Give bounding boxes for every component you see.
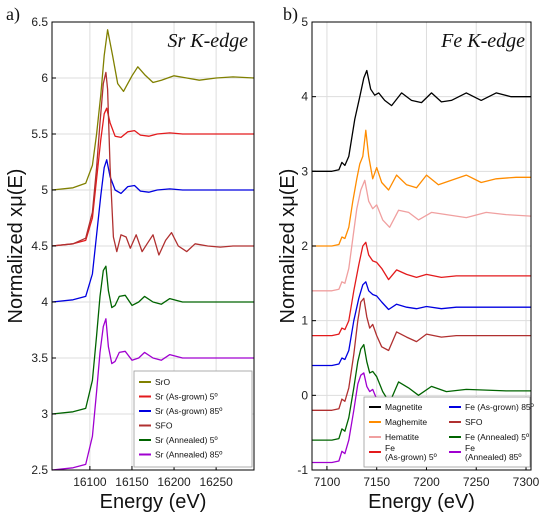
- legend-box: [363, 396, 531, 468]
- y-tick-label-6: 5.5: [31, 127, 48, 141]
- panel-title: Fe K-edge: [440, 30, 525, 52]
- panel-title: Sr K-edge: [167, 30, 248, 52]
- y-tick-label-4: 4.5: [31, 239, 48, 253]
- legend-label-4: Fe (As-grown) 85º: [465, 402, 534, 412]
- x-tick-label-0: 7100: [314, 475, 341, 489]
- y-tick-label-3: 2: [301, 239, 308, 253]
- legend-label-0: SrO: [155, 377, 171, 387]
- legend-label-4: Sr (Annealed) 5º: [155, 435, 218, 445]
- legend-label-6: Fe (Annealed) 5º: [465, 432, 529, 442]
- x-tick-label-1: 7150: [363, 475, 390, 489]
- series-line-1: [51, 107, 254, 247]
- y-tick-label-7: 6: [41, 71, 48, 85]
- y-tick-label-0: 2.5: [31, 463, 48, 477]
- x-tick-label-3: 7250: [463, 475, 490, 489]
- panel-b-fe-k-edge: 7100 7150 7200 7250 7300 -1 0 1 2 3 4 5 Energy (eV) N…: [277, 4, 540, 513]
- legend-label-3: SFO: [155, 421, 173, 431]
- legend: Magnetite Fe (As-grown) 85º Maghemite SFO He…: [363, 396, 534, 468]
- legend-box: [133, 370, 253, 468]
- legend-label-1: Maghemite: [385, 417, 427, 427]
- x-tick-label-2: 7200: [413, 475, 440, 489]
- panel-tag: b): [283, 4, 298, 25]
- legend-label-1: Sr (As-grown) 5º: [155, 392, 218, 402]
- series-line-5: [51, 318, 254, 471]
- legend-label-2: Sr (As-grown) 85º: [155, 406, 222, 416]
- y-tick-label-2: 1: [301, 314, 308, 328]
- legend-label-2: Hematite: [385, 432, 419, 442]
- y-axis-label: Normalized xμ(E): [5, 169, 27, 324]
- legend-label-0: Magnetite: [385, 402, 423, 412]
- series-line-2: [51, 159, 254, 303]
- y-tick-label-6: 5: [301, 15, 308, 29]
- series-line-2: [312, 179, 532, 292]
- series-line-4: [51, 265, 254, 415]
- y-tick-label-8: 6.5: [31, 15, 48, 29]
- legend-label-5: Sr (Annealed) 85º: [155, 450, 222, 460]
- y-tick-label-0: -1: [297, 463, 308, 477]
- x-tick-label-4: 7300: [513, 475, 540, 489]
- series-line-0: [312, 69, 531, 172]
- panel-tag: a): [6, 4, 20, 25]
- series-line-0: [51, 29, 255, 191]
- legend-label-7: Fe (Annealed) 85º: [465, 443, 522, 462]
- y-tick-label-2: 3.5: [31, 351, 48, 365]
- y-tick-label-5: 5: [41, 183, 48, 197]
- y-tick-label-1: 0: [301, 388, 308, 402]
- y-tick-label-5: 4: [301, 90, 308, 104]
- y-tick-label-4: 3: [301, 164, 308, 178]
- y-axis-label: Normalized xμ(E): [277, 169, 299, 324]
- x-axis-label: Energy (eV): [368, 491, 475, 513]
- x-tick-label-0: 16100: [73, 475, 107, 489]
- x-tick-label-2: 16200: [157, 475, 191, 489]
- series-line-3: [51, 71, 254, 256]
- legend: SrO Sr (As-grown) 5º Sr (As-grown) 85º SFO S…: [133, 370, 253, 468]
- series-line-3: [312, 241, 531, 337]
- series-line-5: [312, 297, 531, 411]
- series-line-6: [312, 343, 531, 441]
- x-tick-label-1: 16150: [115, 475, 149, 489]
- x-tick-label-3: 16250: [199, 475, 233, 489]
- panel-a-sr-k-edge: 16100 16150 16200 16250 2.5 3 3.5 4 4.5 5 5.5 6 6.5 E…: [5, 4, 255, 513]
- series-line-4: [312, 281, 531, 367]
- x-axis-label: Energy (eV): [100, 491, 207, 513]
- legend-label-3: Fe (As-grown) 5º: [385, 443, 437, 462]
- legend-label-5: SFO: [465, 417, 483, 427]
- y-tick-label-3: 4: [41, 295, 48, 309]
- series-line-1: [312, 129, 531, 247]
- y-tick-label-1: 3: [41, 407, 48, 421]
